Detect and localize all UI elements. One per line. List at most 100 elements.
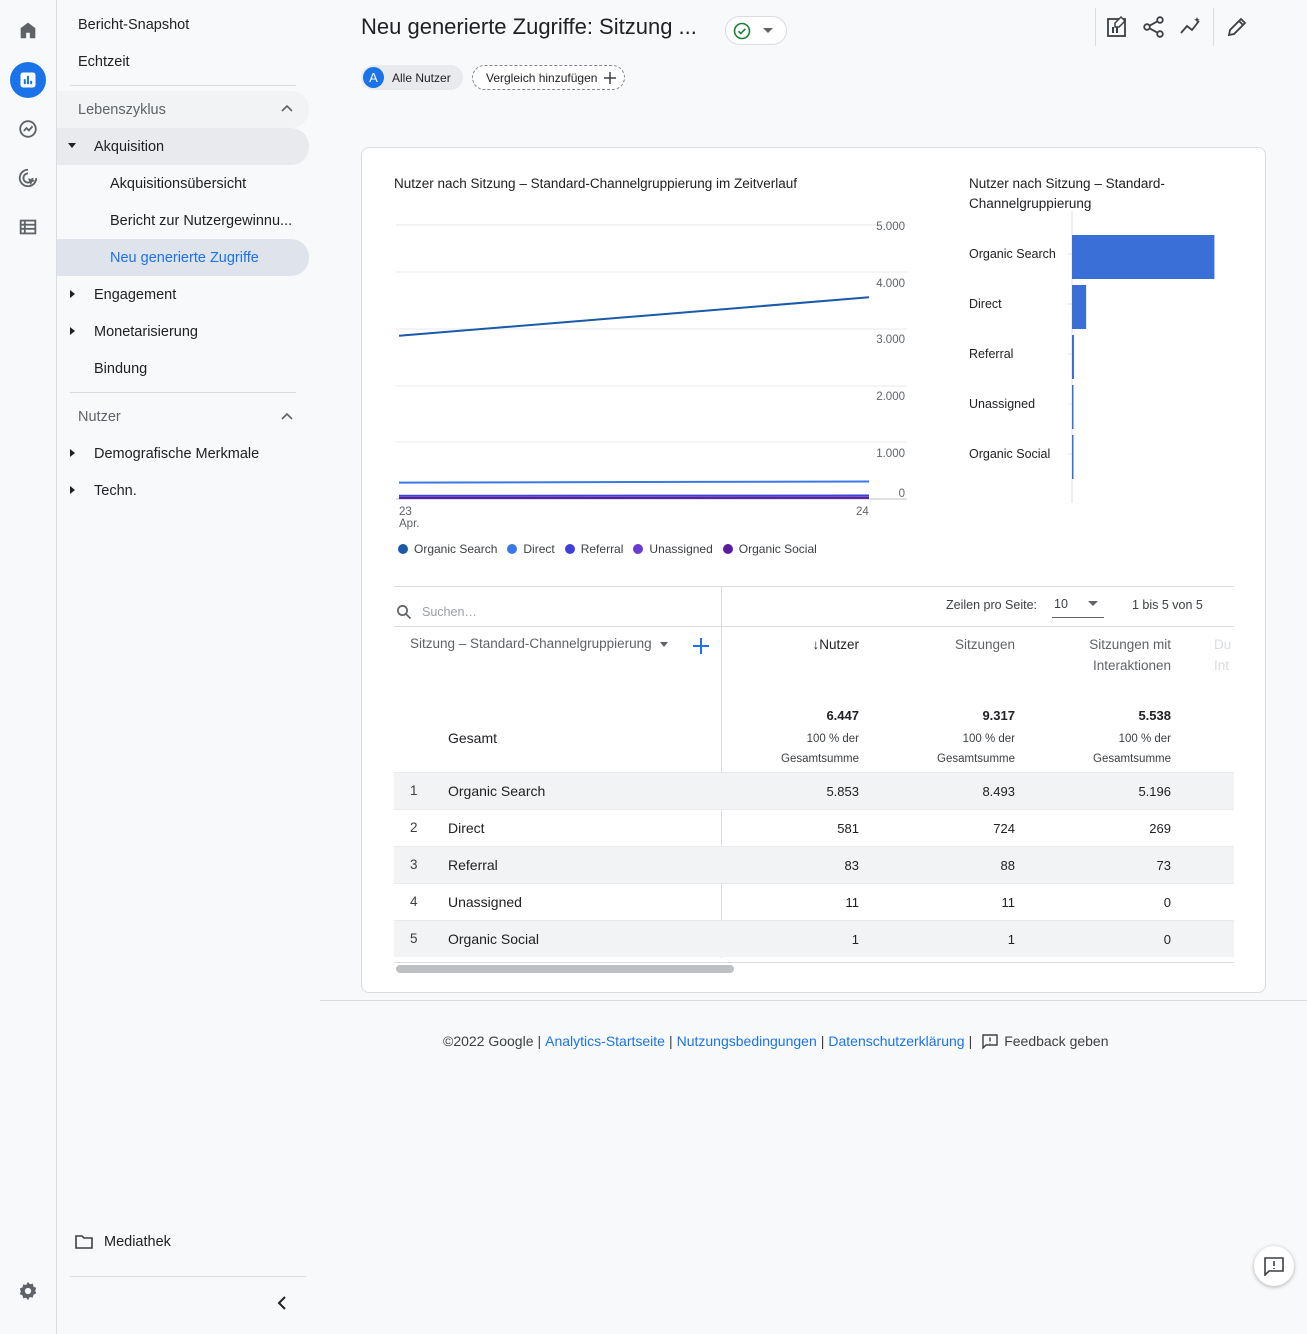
y-tick-label: 5.000	[876, 221, 905, 233]
bar-chart-title: Nutzer nach Sitzung – Standard-Channelgr…	[969, 176, 1165, 211]
y-tick-label: 0	[899, 488, 905, 500]
table-row[interactable]: 4 Unassigned 11 11 0	[394, 883, 1234, 920]
column-header-engaged-sessions[interactable]: Sitzungen mit Interaktionen	[1051, 634, 1171, 676]
configure-icon[interactable]	[10, 209, 46, 245]
feedback-fab[interactable]	[1254, 1246, 1294, 1286]
add-comparison-label: Vergleich hinzufügen	[486, 70, 598, 85]
nav-label: Monetarisierung	[94, 323, 198, 340]
footer-separator: |	[537, 1033, 542, 1049]
caret-right-icon[interactable]	[70, 449, 76, 457]
row-engaged-sessions: 5.196	[1138, 784, 1171, 799]
insights-icon[interactable]	[1178, 14, 1204, 40]
caret-down-icon	[763, 28, 773, 33]
legend-swatch	[507, 544, 518, 554]
legend-item-direct[interactable]: Direct	[507, 542, 555, 556]
table-row[interactable]: 3 Referral 83 88 73	[394, 846, 1234, 883]
nav-item-tech[interactable]: Techn.	[94, 472, 137, 509]
nav-section-lifecycle[interactable]: Lebenszyklus	[78, 91, 166, 128]
search-placeholder: Suchen…	[422, 605, 477, 619]
caret-right-icon[interactable]	[70, 327, 76, 335]
column-header-users[interactable]: ↓Nutzer	[812, 637, 859, 652]
explore-icon[interactable]	[10, 111, 46, 147]
nav-item-monetization[interactable]: Monetarisierung	[94, 313, 198, 350]
column-header-line: Sitzungen mit	[1089, 637, 1171, 652]
share-icon[interactable]	[1141, 14, 1167, 40]
chevron-up-icon[interactable]	[281, 104, 293, 112]
main-content: Neu generierte Zugriffe: Sitzung ... A A…	[320, 0, 1307, 1334]
report-status-dropdown[interactable]	[725, 16, 787, 45]
nav-item-traffic-acquisition[interactable]: Neu generierte Zugriffe	[110, 239, 259, 276]
table-row[interactable]: 1 Organic Search 5.853 8.493 5.196	[394, 772, 1234, 809]
plus-icon	[604, 71, 617, 84]
nav-section-band	[57, 91, 309, 128]
nav-label: Akquisitionsübersicht	[110, 175, 247, 192]
report-card: Nutzer nach Sitzung – Standard-Channelgr…	[361, 147, 1266, 993]
nav-item-user-acquisition[interactable]: Bericht zur Nutzergewinnu...	[110, 202, 292, 239]
rows-per-page-label: Zeilen pro Seite:	[946, 598, 1038, 612]
reports-icon[interactable]	[10, 62, 46, 98]
legend-item-unassigned[interactable]: Unassigned	[633, 542, 713, 556]
add-comparison-button[interactable]: Vergleich hinzufügen	[472, 65, 626, 90]
add-dimension-icon[interactable]	[691, 636, 711, 656]
table-horizontal-scrollbar[interactable]	[394, 962, 1234, 974]
bar-category-label: Referral	[969, 347, 1013, 361]
row-index: 2	[410, 820, 418, 835]
row-users: 11	[845, 895, 860, 910]
legend-item-organic-social[interactable]: Organic Social	[722, 542, 817, 556]
nav-label: Mediathek	[104, 1233, 171, 1250]
caret-down-icon[interactable]	[68, 143, 76, 149]
segment-chip-all-users[interactable]: A Alle Nutzer	[361, 65, 463, 90]
nav-item-engagement[interactable]: Engagement	[94, 276, 176, 313]
column-header-sessions[interactable]: Sitzungen	[954, 637, 1015, 652]
nav-item-demographics[interactable]: Demografische Merkmale	[94, 435, 259, 472]
customize-report-icon[interactable]	[1104, 14, 1130, 40]
link-terms[interactable]: Nutzungsbedingungen	[676, 1033, 817, 1049]
nav-active-group-band	[57, 128, 309, 165]
nav-item-library[interactable]: Mediathek	[104, 1223, 171, 1260]
collapse-nav-icon[interactable]	[277, 1295, 287, 1311]
chevron-up-icon[interactable]	[281, 412, 293, 420]
nav-item-snapshot[interactable]: Bericht-Snapshot	[78, 6, 189, 43]
legend-item-referral[interactable]: Referral	[564, 542, 623, 556]
legend-swatch	[633, 544, 644, 554]
rows-per-page-select[interactable]: 10	[1052, 592, 1104, 618]
legend-item-organic-search[interactable]: Organic Search	[398, 542, 497, 556]
feedback-link[interactable]: Feedback geben	[1004, 1033, 1109, 1049]
link-privacy[interactable]: Datenschutzerklärung	[828, 1033, 965, 1049]
table-search[interactable]: Suchen…	[394, 598, 720, 626]
column-header-line: Int	[1214, 658, 1230, 673]
nav-divider	[70, 85, 296, 86]
nav-label: Neu generierte Zugriffe	[110, 249, 259, 266]
scrollbar-thumb[interactable]	[396, 965, 734, 973]
nav-item-acq-overview[interactable]: Akquisitionsübersicht	[110, 165, 246, 202]
nav-section-label: Nutzer	[78, 408, 121, 425]
x-tick-label: Apr.	[399, 518, 419, 530]
caret-right-icon[interactable]	[70, 486, 76, 494]
edit-icon[interactable]	[1224, 14, 1250, 40]
table-row[interactable]: 2 Direct 581 724 269	[394, 809, 1234, 846]
share-line: Gesamtsumme	[937, 753, 1015, 765]
toolbar-divider	[1095, 8, 1096, 46]
nav-section-users[interactable]: Nutzer	[78, 398, 121, 435]
bar-category-label: Direct	[969, 297, 1002, 311]
settings-icon[interactable]	[10, 1273, 46, 1309]
home-icon[interactable]	[10, 12, 46, 48]
nav-item-acquisition[interactable]: Akquisition	[94, 128, 164, 165]
column-header-cut[interactable]: Du Int	[1214, 634, 1234, 676]
table-row[interactable]: 5 Organic Social 1 1 0	[394, 920, 1234, 957]
row-channel: Referral	[448, 857, 498, 873]
row-engaged-sessions: 0	[1163, 932, 1171, 947]
advertising-icon[interactable]	[10, 160, 46, 196]
footer: ©2022 Google | Analytics-Startseite | Nu…	[443, 1033, 1109, 1049]
row-engaged-sessions: 269	[1149, 821, 1171, 836]
report-navigation: Bericht-Snapshot Echtzeit Lebenszyklus A…	[57, 0, 320, 1334]
legend-label: Organic Social	[738, 542, 817, 556]
nav-label: Echtzeit	[78, 53, 130, 70]
nav-item-retention[interactable]: Bindung	[94, 350, 147, 387]
link-analytics-home[interactable]: Analytics-Startseite	[545, 1033, 665, 1049]
caret-right-icon[interactable]	[70, 290, 76, 298]
dimension-header[interactable]: Sitzung – Standard-Channelgruppierung	[410, 636, 669, 651]
search-icon	[397, 605, 412, 620]
nav-item-realtime[interactable]: Echtzeit	[78, 43, 130, 80]
y-tick-label: 3.000	[876, 334, 905, 346]
